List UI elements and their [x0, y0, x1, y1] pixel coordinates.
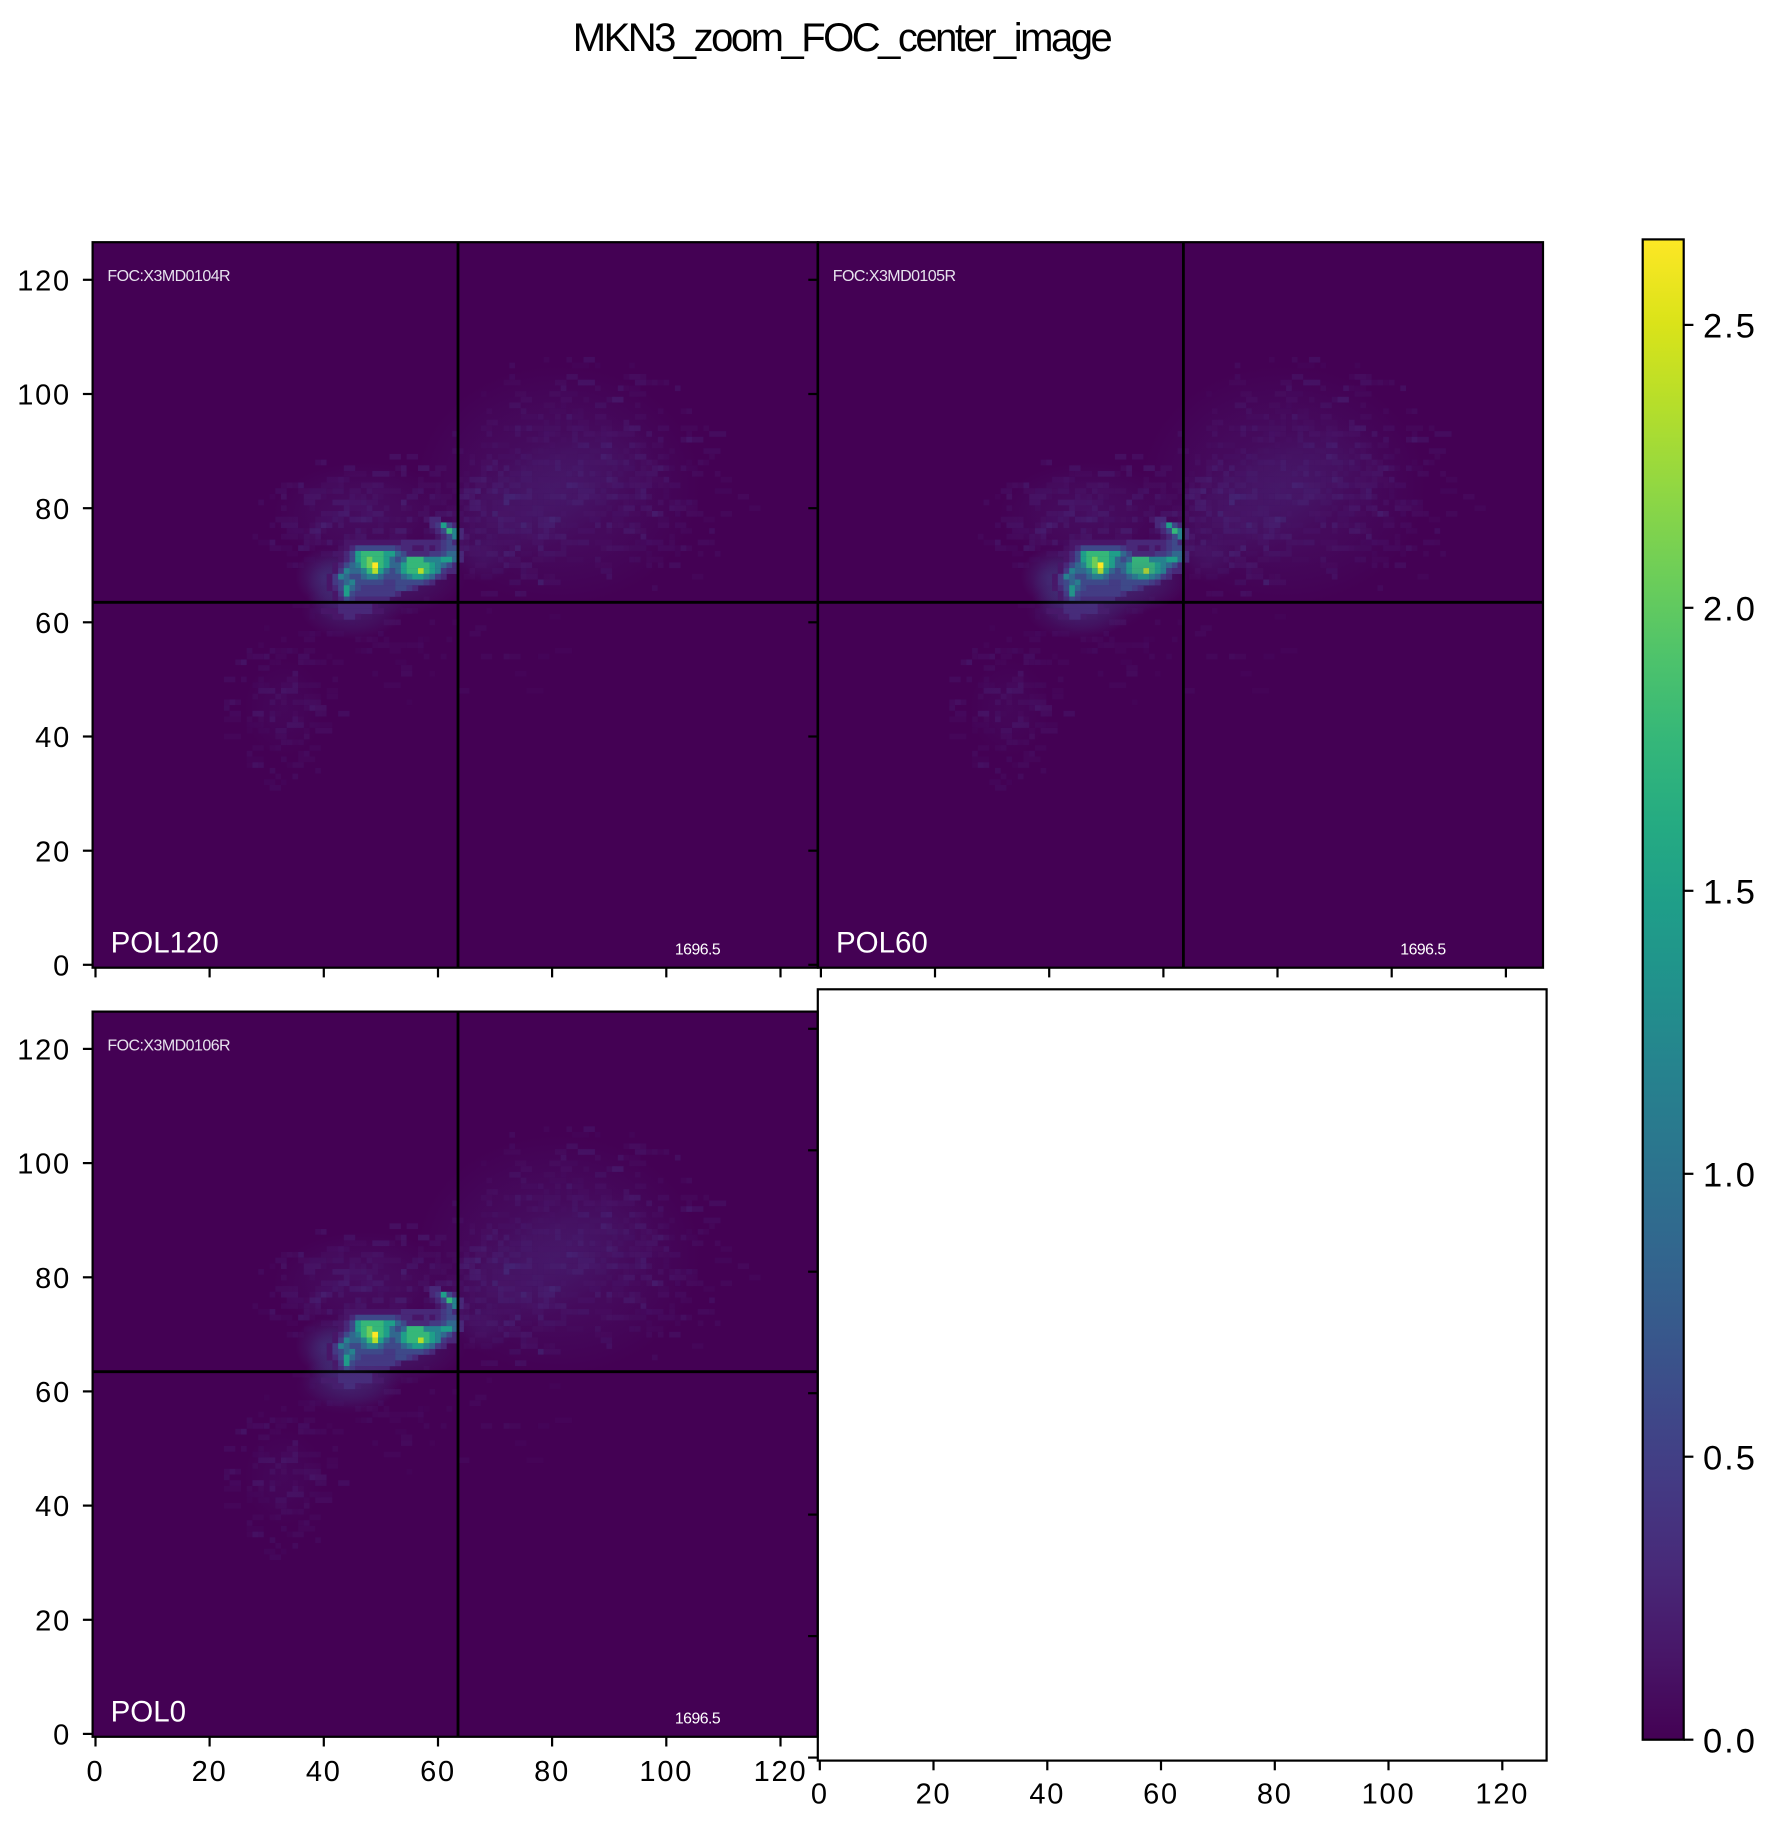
svg-text:POL60: POL60: [836, 927, 928, 960]
svg-text:120: 120: [754, 1756, 808, 1788]
svg-text:40: 40: [306, 1756, 342, 1788]
svg-text:60: 60: [35, 1377, 71, 1409]
svg-text:1.0: 1.0: [1703, 1156, 1757, 1194]
svg-text:0.5: 0.5: [1703, 1439, 1757, 1477]
svg-text:20: 20: [916, 1779, 952, 1811]
svg-text:0.0: 0.0: [1703, 1722, 1757, 1760]
svg-text:120: 120: [1475, 1779, 1529, 1811]
svg-text:1696.5: 1696.5: [675, 1711, 721, 1728]
svg-text:40: 40: [1029, 1779, 1065, 1811]
svg-text:40: 40: [35, 722, 71, 754]
svg-text:80: 80: [534, 1756, 570, 1788]
svg-text:1696.5: 1696.5: [675, 942, 721, 959]
svg-text:100: 100: [17, 380, 71, 412]
svg-text:1696.5: 1696.5: [1400, 942, 1446, 959]
svg-text:0: 0: [53, 950, 71, 982]
svg-text:MKN3_zoom_FOC_center_image: MKN3_zoom_FOC_center_image: [573, 16, 1112, 60]
svg-text:0: 0: [811, 1779, 829, 1811]
svg-text:60: 60: [35, 608, 71, 640]
svg-text:2.0: 2.0: [1703, 590, 1757, 628]
svg-text:100: 100: [1362, 1779, 1416, 1811]
svg-text:80: 80: [35, 494, 71, 526]
svg-text:80: 80: [35, 1263, 71, 1295]
svg-text:120: 120: [17, 1035, 71, 1067]
svg-text:0: 0: [53, 1720, 71, 1752]
svg-text:0: 0: [87, 1756, 105, 1788]
svg-text:2.5: 2.5: [1703, 308, 1757, 346]
svg-text:20: 20: [35, 1605, 71, 1637]
svg-text:20: 20: [192, 1756, 228, 1788]
svg-text:80: 80: [1257, 1779, 1293, 1811]
svg-text:FOC:X3MD0104R: FOC:X3MD0104R: [107, 268, 230, 285]
svg-text:60: 60: [420, 1756, 456, 1788]
svg-text:120: 120: [17, 265, 71, 297]
svg-text:1.5: 1.5: [1703, 873, 1757, 911]
svg-text:FOC:X3MD0105R: FOC:X3MD0105R: [833, 268, 956, 285]
svg-text:100: 100: [17, 1149, 71, 1181]
svg-text:20: 20: [35, 836, 71, 868]
svg-text:60: 60: [1143, 1779, 1179, 1811]
svg-text:POL120: POL120: [111, 927, 219, 960]
svg-text:100: 100: [639, 1756, 693, 1788]
svg-text:40: 40: [35, 1491, 71, 1523]
svg-text:FOC:X3MD0106R: FOC:X3MD0106R: [107, 1038, 230, 1055]
svg-text:POL0: POL0: [111, 1696, 186, 1729]
